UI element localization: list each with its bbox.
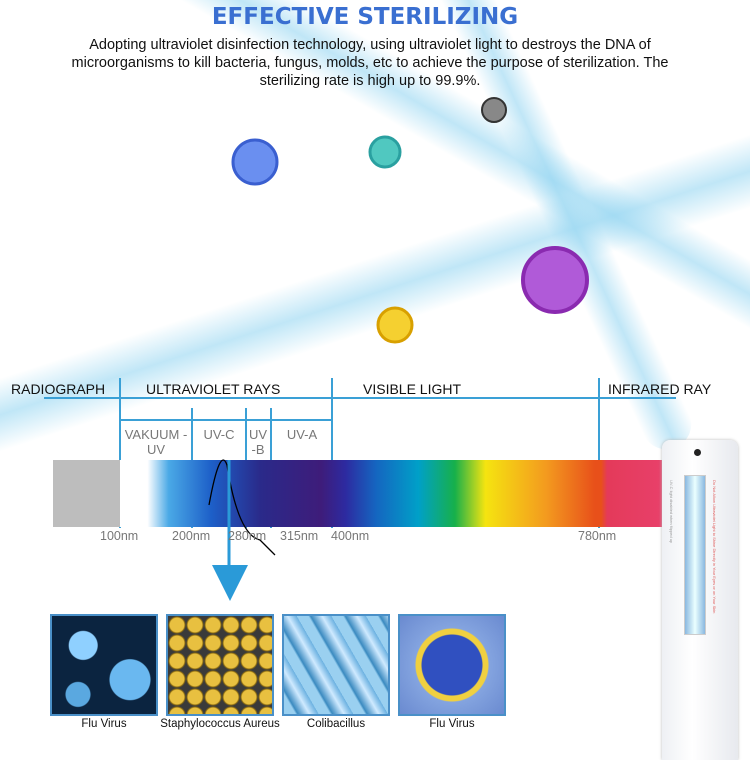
flu-virus-image-2 [398,614,506,716]
region-infrared: INFRARED RAY [608,381,712,397]
uv-c-peak-curve [208,459,276,565]
wavelength-label: 280nm [228,529,267,543]
wavelength-label: 780nm [578,529,617,543]
staphylococcus-image [166,614,274,716]
region-arrow-line [44,397,676,399]
region-ultraviolet: ULTRAVIOLET RAYS [146,381,281,397]
virus-icon [368,135,402,169]
caption: Staphylococcus Aureus [160,718,280,730]
page-title: EFFECTIVE STERILIZING [211,4,519,30]
uv-lamp [684,475,706,635]
wavelength-label: 100nm [100,529,139,543]
divider-100nm [119,378,121,528]
device-note-text: UV-C light disabled when flipped up [669,480,674,544]
hang-hole-icon [694,449,701,456]
device-warning-text: Do Not Allow Ultraviolet Light to Shine … [712,480,717,614]
band-vakuum-uv: VAKUUM -UV [124,427,188,457]
divider-780nm [598,378,600,528]
virus-illustrations [231,97,589,344]
region-radiograph: RADIOGRAPH [11,381,106,397]
spectrum-bar [53,460,662,527]
band-uv-c: UV-C [203,427,235,442]
virus-icon [521,246,589,314]
caption: Flu Virus [81,718,127,730]
divider-400nm [331,378,333,528]
flu-virus-image [50,614,158,716]
region-visible: VISIBLE LIGHT [363,381,462,397]
band-uv-b: UV -B [248,427,268,457]
virus-icon [231,138,279,186]
virus-icon [481,97,507,123]
band-uv-a: UV-A [286,427,318,442]
caption: Colibacillus [306,718,366,730]
wavelength-label: 315nm [280,529,319,543]
uv-sterilizer-device: Do Not Allow Ultraviolet Light to Shine … [662,440,738,760]
arrow-down-icon [212,565,248,601]
wavelength-label: 400nm [331,529,370,543]
colibacillus-image [282,614,390,716]
virus-icon [376,306,414,344]
description: Adopting ultraviolet disinfection techno… [71,37,669,89]
uv-band-arrow-line [120,419,332,421]
wavelength-label: 200nm [172,529,211,543]
caption: Flu Virus [429,718,475,730]
